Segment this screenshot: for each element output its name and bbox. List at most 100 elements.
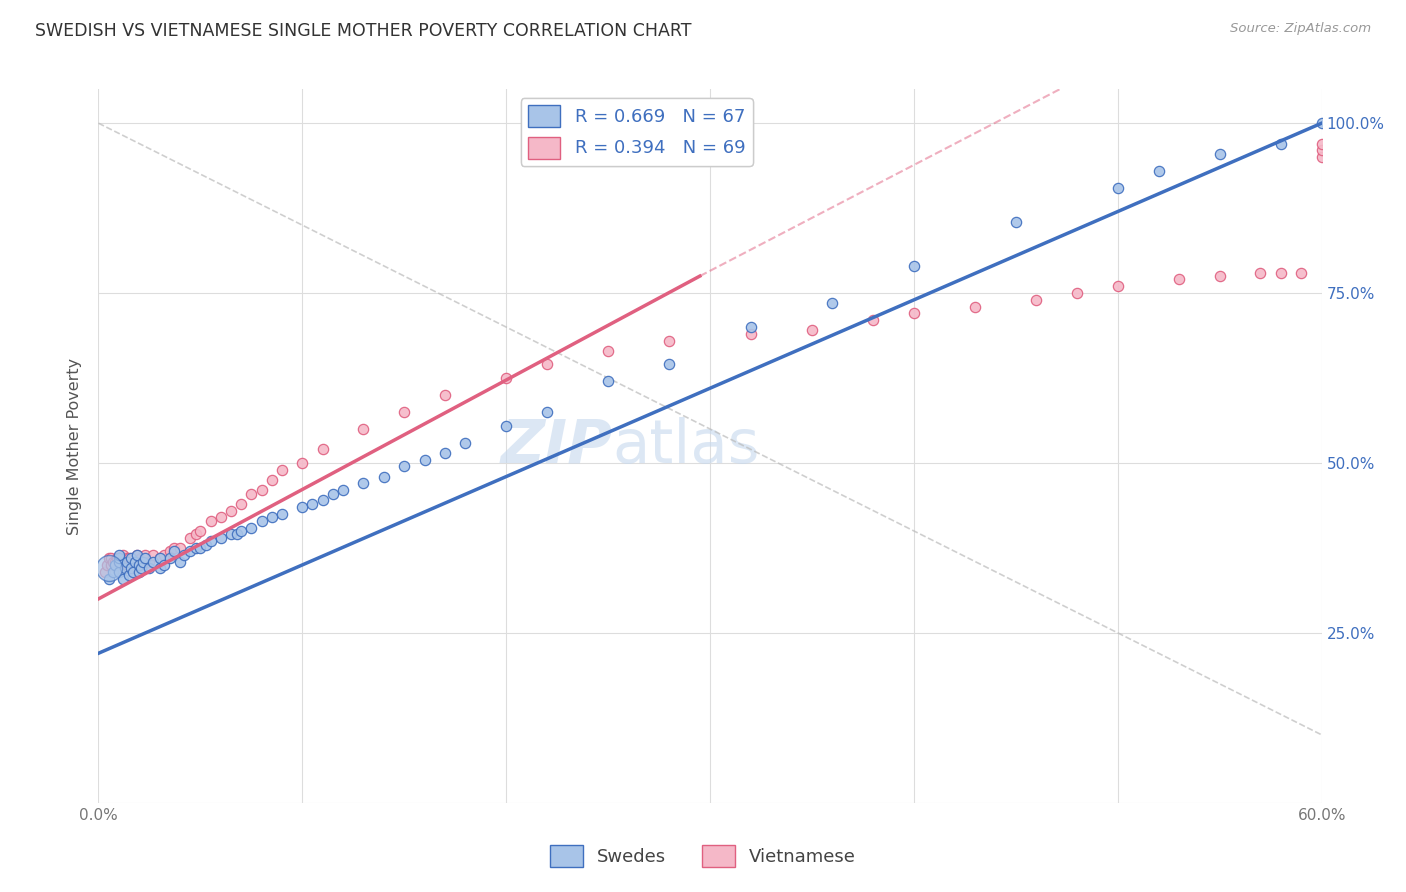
Point	[495, 418, 517, 433]
Point	[454, 435, 477, 450]
Point	[101, 565, 124, 579]
Point	[134, 551, 156, 566]
Point	[1066, 286, 1088, 301]
Point	[129, 561, 152, 575]
Point	[1249, 266, 1271, 280]
Point	[179, 544, 201, 558]
Point	[1270, 136, 1292, 151]
Y-axis label: Single Mother Poverty: Single Mother Poverty	[67, 358, 83, 534]
Point	[392, 405, 416, 419]
Point	[111, 548, 134, 562]
Point	[231, 497, 253, 511]
Text: ZIP: ZIP	[501, 417, 612, 475]
Point	[1004, 215, 1026, 229]
Point	[111, 572, 134, 586]
Point	[97, 561, 120, 575]
Point	[195, 537, 218, 551]
Point	[373, 469, 395, 483]
Point	[209, 510, 232, 524]
Point	[413, 452, 436, 467]
Point	[1209, 269, 1232, 284]
Point	[108, 565, 131, 579]
Point	[536, 358, 558, 372]
Point	[322, 486, 344, 500]
Point	[105, 561, 128, 575]
Point	[108, 551, 131, 566]
Point	[127, 548, 149, 562]
Point	[142, 548, 165, 562]
Point	[200, 534, 222, 549]
Point	[149, 551, 172, 566]
Point	[1291, 266, 1313, 280]
Point	[120, 558, 142, 572]
Point	[219, 503, 242, 517]
Point	[434, 388, 457, 402]
Point	[1107, 279, 1129, 293]
Point	[332, 483, 354, 498]
Point	[108, 551, 131, 566]
Point	[114, 555, 136, 569]
Point	[1310, 136, 1333, 151]
Point	[129, 551, 152, 566]
Point	[132, 558, 155, 572]
Point	[100, 551, 122, 566]
Point	[598, 343, 620, 358]
Point	[1310, 116, 1333, 130]
Point	[152, 558, 174, 572]
Point	[1167, 272, 1189, 286]
Point	[903, 306, 925, 320]
Text: SWEDISH VS VIETNAMESE SINGLE MOTHER POVERTY CORRELATION CHART: SWEDISH VS VIETNAMESE SINGLE MOTHER POVE…	[35, 22, 692, 40]
Point	[163, 544, 186, 558]
Point	[200, 514, 222, 528]
Point	[862, 313, 884, 327]
Point	[352, 422, 374, 436]
Point	[312, 493, 335, 508]
Point	[1270, 266, 1292, 280]
Point	[122, 551, 145, 566]
Point	[97, 572, 120, 586]
Point	[270, 507, 294, 521]
Point	[138, 555, 160, 569]
Point	[118, 561, 141, 575]
Point	[128, 565, 150, 579]
Point	[1147, 163, 1170, 178]
Point	[301, 497, 323, 511]
Point	[392, 459, 416, 474]
Point	[903, 259, 925, 273]
Point	[740, 320, 762, 334]
Point	[434, 446, 457, 460]
Point	[1310, 144, 1333, 158]
Point	[240, 486, 263, 500]
Point	[104, 558, 127, 572]
Point	[821, 296, 844, 310]
Point	[96, 558, 118, 572]
Point	[250, 514, 273, 528]
Point	[1209, 146, 1232, 161]
Point	[352, 476, 374, 491]
Point	[115, 555, 138, 569]
Point	[93, 565, 115, 579]
Point	[260, 510, 283, 524]
Point	[120, 561, 142, 575]
Point	[118, 568, 141, 582]
Point	[169, 541, 191, 555]
Point	[108, 555, 131, 569]
Point	[163, 541, 186, 555]
Point	[219, 527, 242, 541]
Point	[111, 555, 134, 569]
Point	[740, 326, 762, 341]
Point	[226, 527, 249, 541]
Point	[97, 551, 120, 566]
Point	[128, 555, 150, 569]
Point	[270, 463, 294, 477]
Point	[152, 548, 174, 562]
Point	[159, 544, 181, 558]
Point	[149, 551, 172, 566]
Legend: R = 0.669   N = 67, R = 0.394   N = 69: R = 0.669 N = 67, R = 0.394 N = 69	[520, 98, 752, 166]
Point	[209, 531, 232, 545]
Point	[179, 531, 201, 545]
Point	[250, 483, 273, 498]
Point	[188, 524, 212, 538]
Point	[801, 323, 824, 337]
Point	[104, 555, 127, 569]
